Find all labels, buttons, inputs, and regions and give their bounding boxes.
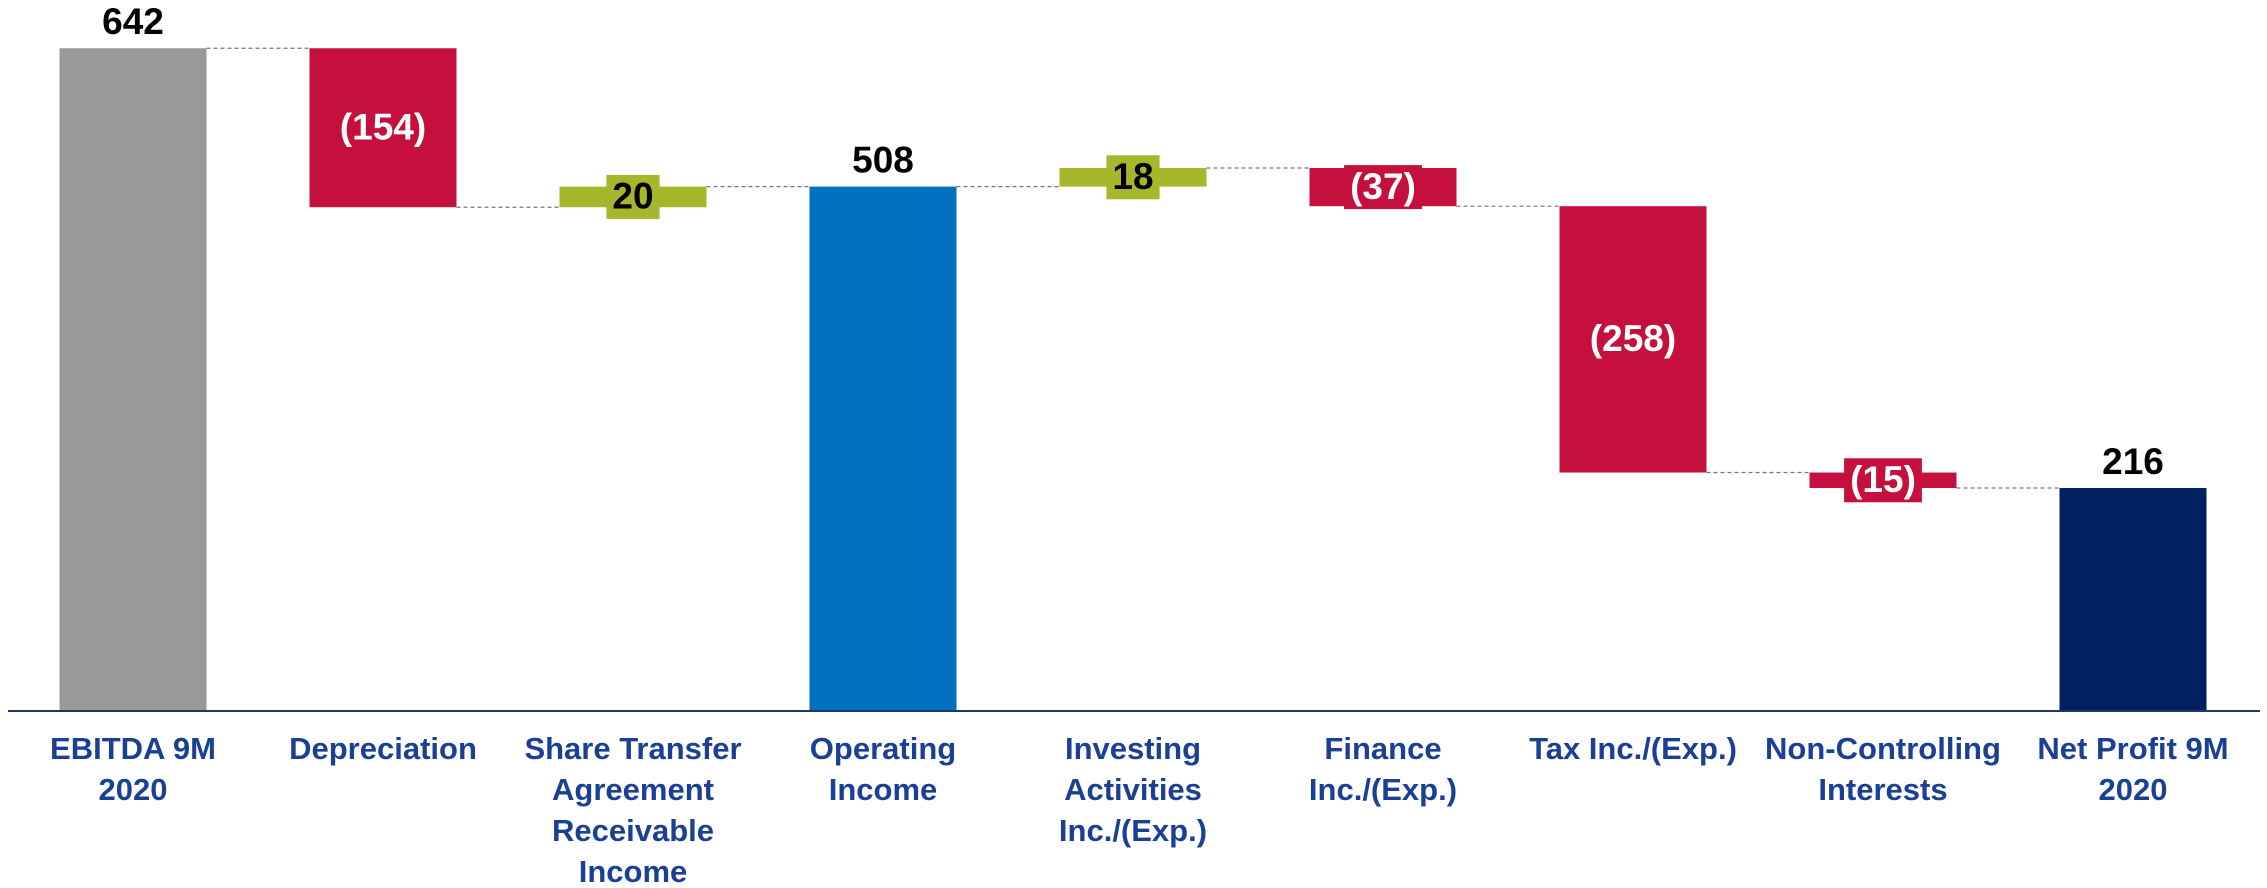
label-box — [333, 105, 433, 150]
value-label: 216 — [2102, 441, 2164, 482]
bar — [809, 186, 957, 711]
x-tick-label: Finance Inc./(Exp.) — [1308, 731, 1458, 807]
value-label: 642 — [102, 1, 164, 42]
x-tick-label: Net Profit 9M 2020 — [2037, 731, 2229, 807]
x-tick-label: EBITDA 9M 2020 — [50, 731, 216, 807]
value-label: (15) — [1850, 459, 1916, 500]
label-box — [1344, 165, 1422, 210]
x-tick-label: Operating Income — [809, 731, 957, 807]
x-tick-label: Depreciation — [289, 731, 477, 766]
value-label: 18 — [1112, 156, 1153, 197]
x-tick-label: Share Transfer Agreement Receivable Inco… — [524, 731, 742, 888]
x-tick-label: Investing Activities Inc./(Exp.) — [1058, 731, 1208, 848]
label-box — [1583, 317, 1683, 362]
x-tick-label: Tax Inc./(Exp.) — [1529, 731, 1737, 766]
value-label: 20 — [612, 176, 653, 217]
value-label: (154) — [340, 107, 426, 148]
value-label: (37) — [1350, 166, 1416, 207]
value-label: (258) — [1590, 318, 1676, 359]
bar — [59, 48, 207, 711]
label-box — [1844, 458, 1922, 503]
bar — [2059, 488, 2207, 711]
label-box — [1106, 155, 1160, 200]
label-box — [606, 174, 660, 219]
value-label: 508 — [852, 139, 914, 180]
x-tick-label: Non-Controlling Interests — [1765, 731, 2001, 807]
